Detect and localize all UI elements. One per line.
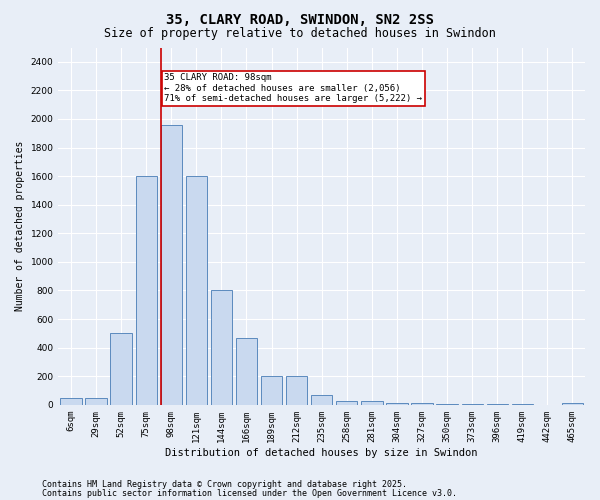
Bar: [185, 176, 207, 405]
X-axis label: Distribution of detached houses by size in Swindon: Distribution of detached houses by size …: [166, 448, 478, 458]
Bar: [85, 398, 107, 405]
Bar: [562, 402, 583, 405]
Bar: [161, 124, 182, 405]
Bar: [110, 334, 132, 405]
Bar: [336, 402, 358, 405]
Text: 35, CLARY ROAD, SWINDON, SN2 2SS: 35, CLARY ROAD, SWINDON, SN2 2SS: [166, 12, 434, 26]
Bar: [311, 395, 332, 405]
Bar: [261, 376, 282, 405]
Bar: [211, 290, 232, 405]
Y-axis label: Number of detached properties: Number of detached properties: [15, 141, 25, 312]
Bar: [436, 404, 458, 405]
Text: Contains HM Land Registry data © Crown copyright and database right 2025.: Contains HM Land Registry data © Crown c…: [42, 480, 407, 489]
Bar: [512, 404, 533, 405]
Text: Contains public sector information licensed under the Open Government Licence v3: Contains public sector information licen…: [42, 488, 457, 498]
Bar: [487, 404, 508, 405]
Bar: [461, 404, 483, 405]
Bar: [412, 404, 433, 405]
Bar: [386, 402, 407, 405]
Text: Size of property relative to detached houses in Swindon: Size of property relative to detached ho…: [104, 28, 496, 40]
Bar: [361, 402, 383, 405]
Bar: [60, 398, 82, 405]
Bar: [286, 376, 307, 405]
Bar: [136, 176, 157, 405]
Bar: [236, 338, 257, 405]
Text: 35 CLARY ROAD: 98sqm
← 28% of detached houses are smaller (2,056)
71% of semi-de: 35 CLARY ROAD: 98sqm ← 28% of detached h…: [164, 73, 422, 103]
